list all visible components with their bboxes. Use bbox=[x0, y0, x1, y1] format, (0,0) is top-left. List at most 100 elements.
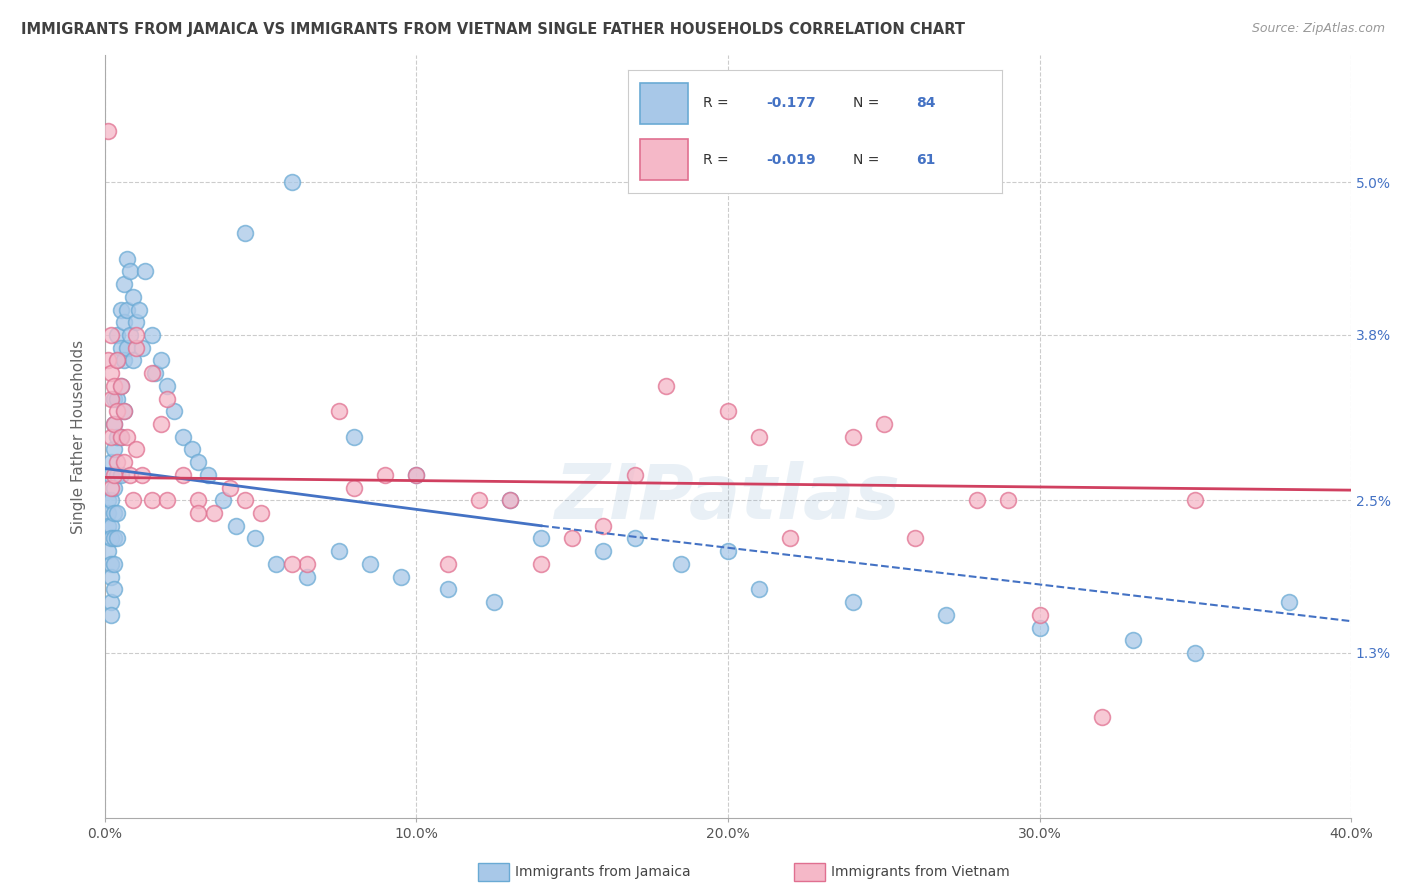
Point bbox=[97, 353, 120, 368]
Point bbox=[103, 467, 125, 482]
Point bbox=[389, 569, 412, 583]
Point bbox=[103, 582, 125, 597]
Point bbox=[100, 557, 122, 571]
Point bbox=[561, 532, 583, 546]
Point bbox=[112, 455, 135, 469]
Point bbox=[141, 328, 163, 343]
Text: Immigrants from Jamaica: Immigrants from Jamaica bbox=[515, 865, 690, 880]
Point bbox=[748, 430, 770, 444]
Point bbox=[100, 455, 122, 469]
Point bbox=[841, 595, 863, 609]
Point bbox=[107, 353, 129, 368]
Point bbox=[197, 467, 219, 482]
Point bbox=[328, 544, 350, 558]
Point bbox=[359, 557, 381, 571]
Point bbox=[110, 302, 132, 317]
Point bbox=[125, 442, 148, 457]
Point bbox=[150, 353, 173, 368]
Point bbox=[100, 532, 122, 546]
Point bbox=[100, 366, 122, 380]
Point bbox=[156, 392, 179, 406]
Point bbox=[297, 557, 319, 571]
Point bbox=[97, 506, 120, 520]
Point bbox=[112, 277, 135, 291]
Point bbox=[162, 404, 184, 418]
Point bbox=[110, 379, 132, 393]
Point bbox=[141, 366, 163, 380]
Point bbox=[266, 557, 288, 571]
Point bbox=[156, 379, 179, 393]
Text: IMMIGRANTS FROM JAMAICA VS IMMIGRANTS FROM VIETNAM SINGLE FATHER HOUSEHOLDS CORR: IMMIGRANTS FROM JAMAICA VS IMMIGRANTS FR… bbox=[21, 22, 965, 37]
Point bbox=[100, 430, 122, 444]
Point bbox=[997, 493, 1019, 508]
Point bbox=[623, 467, 645, 482]
Point bbox=[118, 264, 141, 278]
Point bbox=[100, 607, 122, 622]
Point bbox=[187, 455, 209, 469]
Point bbox=[484, 595, 506, 609]
Text: Immigrants from Vietnam: Immigrants from Vietnam bbox=[831, 865, 1010, 880]
Point bbox=[110, 341, 132, 355]
Point bbox=[107, 467, 129, 482]
Point bbox=[499, 493, 522, 508]
Point bbox=[131, 341, 153, 355]
Point bbox=[103, 506, 125, 520]
Point bbox=[218, 481, 240, 495]
Point bbox=[110, 379, 132, 393]
Point bbox=[187, 493, 209, 508]
Point bbox=[115, 430, 138, 444]
Point bbox=[122, 493, 145, 508]
Point bbox=[97, 544, 120, 558]
Point bbox=[103, 379, 125, 393]
Y-axis label: Single Father Households: Single Father Households bbox=[72, 340, 86, 533]
Point bbox=[134, 264, 156, 278]
Point bbox=[281, 557, 304, 571]
Point bbox=[374, 467, 396, 482]
Point bbox=[202, 506, 225, 520]
Point bbox=[233, 226, 256, 240]
Point bbox=[181, 442, 204, 457]
Point bbox=[107, 455, 129, 469]
Point bbox=[103, 392, 125, 406]
Point bbox=[1028, 620, 1050, 634]
Point bbox=[187, 506, 209, 520]
Point bbox=[103, 417, 125, 431]
Point bbox=[118, 467, 141, 482]
Point bbox=[112, 404, 135, 418]
Point bbox=[748, 582, 770, 597]
Point bbox=[107, 506, 129, 520]
Point bbox=[100, 493, 122, 508]
Point bbox=[436, 557, 458, 571]
Point bbox=[249, 506, 271, 520]
Point bbox=[530, 532, 553, 546]
Point bbox=[592, 544, 614, 558]
Text: ZIPatlas: ZIPatlas bbox=[555, 461, 901, 535]
Point bbox=[107, 392, 129, 406]
Point bbox=[110, 430, 132, 444]
Point bbox=[100, 518, 122, 533]
Point bbox=[112, 315, 135, 329]
Point bbox=[212, 493, 235, 508]
Point bbox=[873, 417, 896, 431]
Point bbox=[115, 252, 138, 266]
Point bbox=[935, 607, 957, 622]
Point bbox=[125, 341, 148, 355]
Point bbox=[530, 557, 553, 571]
Point bbox=[405, 467, 427, 482]
Point bbox=[103, 417, 125, 431]
Point bbox=[128, 302, 150, 317]
Point bbox=[468, 493, 491, 508]
Point bbox=[436, 582, 458, 597]
Point bbox=[343, 481, 366, 495]
Point bbox=[107, 404, 129, 418]
Point bbox=[103, 481, 125, 495]
Point bbox=[100, 392, 122, 406]
Point bbox=[243, 532, 266, 546]
Point bbox=[125, 315, 148, 329]
Point bbox=[405, 467, 427, 482]
Point bbox=[233, 493, 256, 508]
Point bbox=[328, 404, 350, 418]
Point bbox=[100, 569, 122, 583]
Point bbox=[499, 493, 522, 508]
Point bbox=[125, 328, 148, 343]
